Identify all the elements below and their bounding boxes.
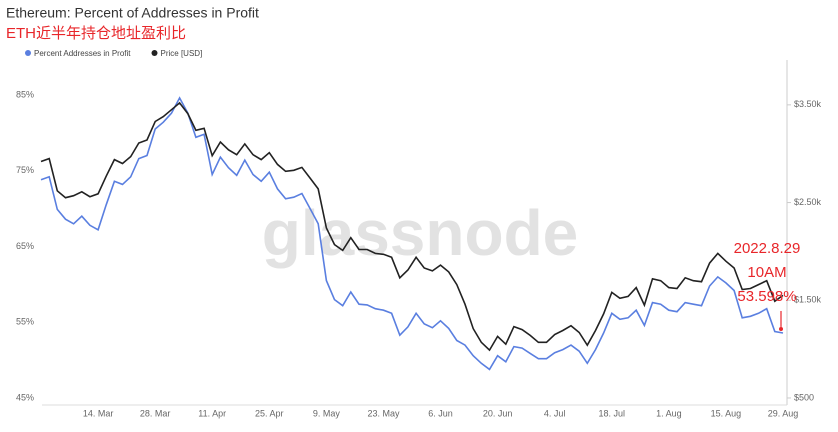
x-tick-label: 25. Apr (255, 408, 284, 418)
chart-title: Ethereum: Percent of Addresses in Profit (6, 5, 259, 21)
series-line (40, 101, 784, 352)
x-tick-label: 28. Mar (140, 408, 171, 418)
annotation-text: 53.598% (737, 288, 796, 305)
x-tick-label: 20. Jun (483, 408, 513, 418)
x-tick-label: 18. Jul (599, 408, 626, 418)
chart-subtitle: ETH近半年持仓地址盈利比 (6, 25, 186, 42)
y2-tick-label: $2.50k (794, 197, 822, 207)
annotation-text: 10AM (747, 264, 786, 281)
y2-tick-label: $500 (794, 392, 814, 402)
annotation-point (779, 326, 783, 331)
x-tick-label: 1. Aug (656, 408, 682, 418)
y-tick-label: 75% (16, 165, 34, 175)
x-tick-label: 11. Apr (198, 408, 226, 418)
y-tick-label: 55% (16, 317, 34, 327)
legend-marker (25, 50, 31, 56)
x-tick-label: 29. Aug (768, 408, 799, 418)
y-tick-label: 65% (16, 241, 34, 251)
legend-marker (151, 50, 158, 56)
y-tick-label: 45% (16, 393, 34, 403)
y2-tick-label: $1.50k (794, 295, 822, 305)
x-tick-label: 6. Jun (428, 408, 453, 418)
x-tick-label: 23. May (367, 408, 400, 418)
watermark: glassnode (262, 197, 579, 269)
y2-tick-label: $3.50k (794, 99, 822, 109)
y-tick-label: 85% (16, 89, 34, 99)
x-tick-label: 4. Jul (544, 408, 566, 418)
series-line (40, 96, 784, 371)
x-tick-label: 9. May (313, 408, 341, 418)
x-tick-label: 14. Mar (83, 408, 114, 418)
annotation-text: 2022.8.29 (734, 240, 801, 257)
x-tick-label: 15. Aug (711, 408, 742, 418)
legend-label: Price [USD] (161, 49, 203, 58)
legend-label: Percent Addresses in Profit (34, 49, 131, 58)
